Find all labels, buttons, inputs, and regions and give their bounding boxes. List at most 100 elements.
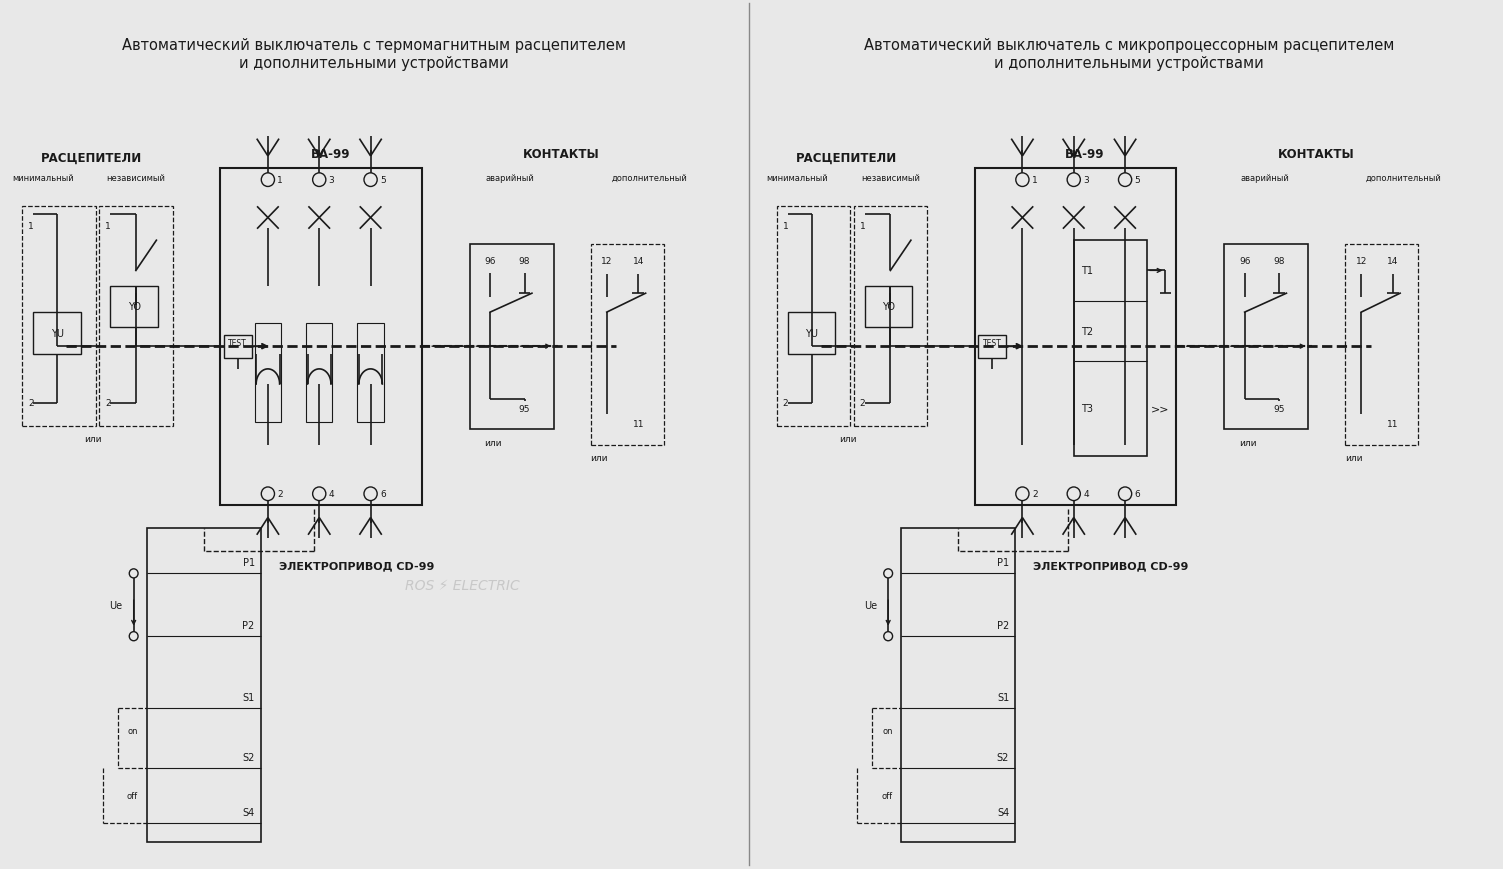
Text: 2: 2 [860, 399, 866, 408]
Text: Ue: Ue [864, 600, 878, 610]
Text: TEST: TEST [983, 339, 1001, 348]
Text: 2: 2 [1033, 490, 1037, 499]
Bar [788, 313, 836, 355]
Text: РАСЦЕПИТЕЛИ: РАСЦЕПИТЕЛИ [41, 151, 143, 164]
Text: 3: 3 [1084, 176, 1090, 185]
Text: T1: T1 [1081, 266, 1093, 276]
Text: ЭЛЕКТРОПРИВОД CD-99: ЭЛЕКТРОПРИВОД CD-99 [1034, 561, 1189, 571]
Text: >>: >> [1151, 404, 1169, 414]
Text: независимый: независимый [107, 174, 165, 182]
Text: on: on [128, 726, 138, 735]
Bar [221, 169, 422, 506]
Text: P2: P2 [996, 620, 1009, 630]
Bar [358, 324, 383, 422]
Text: off: off [881, 791, 893, 800]
Text: YU: YU [51, 328, 63, 339]
Text: 98: 98 [519, 256, 531, 266]
Bar [1073, 241, 1147, 456]
Text: 96: 96 [484, 256, 496, 266]
Text: 1: 1 [29, 222, 35, 230]
Text: YU: YU [806, 328, 818, 339]
Text: 6: 6 [1135, 490, 1141, 499]
Text: S4: S4 [242, 807, 254, 817]
Text: 4: 4 [329, 490, 334, 499]
Text: или: или [839, 434, 857, 443]
Text: YO: YO [128, 302, 141, 312]
Bar [1223, 245, 1309, 430]
Text: 96: 96 [1238, 256, 1250, 266]
Text: или: или [1345, 454, 1363, 462]
Text: on: on [882, 726, 893, 735]
Bar [591, 245, 664, 445]
Bar [307, 324, 332, 422]
Bar [224, 335, 253, 358]
Text: 1: 1 [1033, 176, 1037, 185]
Bar [975, 169, 1177, 506]
Text: минимальный: минимальный [767, 174, 828, 182]
Bar [854, 207, 927, 426]
Text: 5: 5 [1135, 176, 1141, 185]
Text: ЭЛЕКТРОПРИВОД CD-99: ЭЛЕКТРОПРИВОД CD-99 [280, 561, 434, 571]
Text: S2: S2 [996, 753, 1009, 762]
Text: S1: S1 [242, 693, 254, 702]
Text: ROS ⚡ ELECTRIC: ROS ⚡ ELECTRIC [404, 578, 520, 592]
Text: 1: 1 [105, 222, 111, 230]
Text: 2: 2 [278, 490, 283, 499]
Text: дополнительный: дополнительный [612, 174, 687, 182]
Text: P1: P1 [996, 558, 1009, 567]
Text: T3: T3 [1081, 404, 1093, 414]
Text: 1: 1 [783, 222, 789, 230]
Text: 4: 4 [1084, 490, 1088, 499]
Text: аварийный: аварийный [485, 174, 534, 182]
Text: РАСЦЕПИТЕЛИ: РАСЦЕПИТЕЛИ [795, 151, 897, 164]
Text: КОНТАКТЫ: КОНТАКТЫ [1278, 148, 1354, 161]
Text: 1: 1 [278, 176, 283, 185]
Bar [469, 245, 555, 430]
Text: 3: 3 [329, 176, 335, 185]
Bar [864, 286, 912, 328]
Text: или: или [84, 434, 102, 443]
Text: 11: 11 [633, 419, 645, 428]
Text: off: off [126, 791, 138, 800]
Text: 12: 12 [1356, 256, 1366, 266]
Text: Автоматический выключатель с термомагнитным расцепителем
и дополнительными устро: Автоматический выключатель с термомагнит… [122, 38, 627, 70]
Text: 6: 6 [380, 490, 386, 499]
Text: 1: 1 [860, 222, 866, 230]
Text: TEST: TEST [228, 339, 246, 348]
Text: Ue: Ue [110, 600, 123, 610]
Text: 2: 2 [105, 399, 111, 408]
Bar [978, 335, 1007, 358]
Text: или: или [1238, 438, 1257, 447]
Text: ВА-99: ВА-99 [1066, 148, 1105, 161]
Bar [33, 313, 81, 355]
Text: S4: S4 [996, 807, 1009, 817]
Bar [254, 324, 281, 422]
Text: 11: 11 [1387, 419, 1399, 428]
Text: независимый: независимый [861, 174, 920, 182]
Bar [902, 528, 1015, 842]
Text: ВА-99: ВА-99 [311, 148, 350, 161]
Bar [147, 528, 260, 842]
Text: аварийный: аварийный [1240, 174, 1288, 182]
Text: 95: 95 [1273, 404, 1285, 413]
Text: 2: 2 [783, 399, 788, 408]
Text: 98: 98 [1273, 256, 1285, 266]
Text: Автоматический выключатель с микропроцессорным расцепителем
и дополнительными ус: Автоматический выключатель с микропроцес… [864, 38, 1393, 70]
Bar [23, 207, 96, 426]
Text: 95: 95 [519, 404, 531, 413]
Text: 2: 2 [29, 399, 33, 408]
Text: или: или [591, 454, 609, 462]
Bar [1345, 245, 1419, 445]
Text: T2: T2 [1081, 327, 1093, 336]
Bar [110, 286, 158, 328]
Text: YO: YO [882, 302, 896, 312]
Text: P2: P2 [242, 620, 254, 630]
Text: P1: P1 [242, 558, 254, 567]
Text: 12: 12 [601, 256, 612, 266]
Text: минимальный: минимальный [12, 174, 74, 182]
Text: дополнительный: дополнительный [1366, 174, 1441, 182]
Bar [777, 207, 851, 426]
Text: или: или [484, 438, 502, 447]
Text: КОНТАКТЫ: КОНТАКТЫ [523, 148, 600, 161]
Text: 14: 14 [1387, 256, 1398, 266]
